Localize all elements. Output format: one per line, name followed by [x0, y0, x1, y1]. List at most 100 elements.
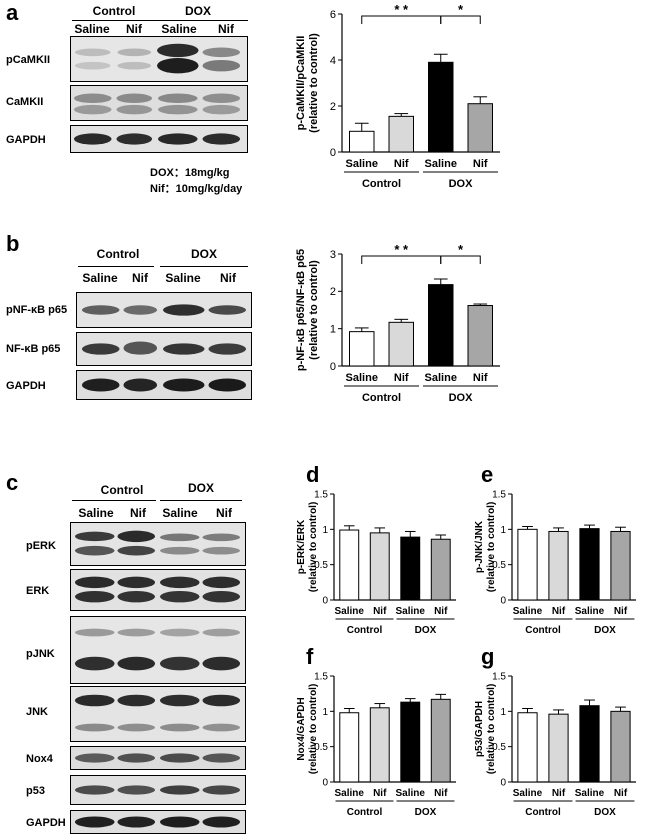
- blot-image: [76, 292, 252, 328]
- group-label: Control: [362, 178, 401, 190]
- y-tick-label: 1.5: [492, 490, 506, 501]
- group-label-dox: DOX: [190, 247, 217, 261]
- lane-label-saline: Saline: [74, 22, 110, 36]
- y-tick-label: 6: [330, 9, 336, 21]
- group-label: Control: [362, 392, 401, 404]
- y-tick-label: 0: [330, 147, 336, 159]
- bar: [369, 707, 390, 783]
- y-tick-label: 1.5: [492, 672, 506, 683]
- bar: [339, 712, 360, 783]
- x-tick-label: Saline: [425, 158, 457, 170]
- y-axis-label: p-NF-κB p65/NF-κB p65: [295, 249, 307, 371]
- group-label: DOX: [415, 807, 437, 818]
- x-tick-label: Nif: [373, 788, 387, 799]
- y-axis-label: p53/GAPDH: [474, 701, 485, 757]
- blot-row-label: pNF-κB p65: [6, 304, 68, 316]
- dose-note: DOX：18mg/kg Nif：10mg/kg/day: [150, 167, 243, 195]
- lane-label-nif: Nif: [130, 506, 146, 520]
- blot-image: [70, 85, 248, 121]
- y-tick-label: 1: [322, 707, 328, 718]
- group-header-line: [160, 500, 242, 501]
- y-axis-label-sub: (relative to control): [308, 502, 319, 593]
- x-tick-label: Nif: [394, 372, 409, 384]
- y-tick-label: 2: [330, 286, 336, 298]
- bar: [400, 536, 421, 601]
- panel-letter-g: g: [481, 644, 495, 669]
- blot-row-label: Nox4: [26, 753, 53, 765]
- y-tick-label: 1.5: [314, 490, 328, 501]
- bar: [517, 528, 538, 601]
- blot-row-label: GAPDH: [6, 134, 46, 146]
- group-label: Control: [525, 625, 561, 636]
- bar-chart-b: 0 1 2 3 p-NF-κB p65/NF-κB p65 (relative to co…: [295, 242, 500, 404]
- group-header-line: [160, 266, 248, 267]
- bar: [517, 712, 538, 783]
- group-label-dox: DOX: [187, 481, 214, 495]
- lane-label-nif: Nif: [220, 271, 236, 285]
- panel-letter-d: d: [306, 462, 320, 487]
- bar: [428, 61, 454, 153]
- bar: [339, 529, 360, 601]
- group-label: DOX: [594, 807, 616, 818]
- y-tick-label: 0: [330, 361, 336, 373]
- blot-row-label: GAPDH: [26, 817, 66, 829]
- blot-row-label: CaMKII: [6, 96, 44, 108]
- x-tick-label: Nif: [434, 788, 448, 799]
- bar: [467, 103, 493, 153]
- blot-image: [70, 686, 246, 742]
- x-tick-label: Saline: [575, 606, 605, 617]
- bar: [349, 331, 375, 367]
- blot-row-label: p53: [26, 785, 45, 797]
- bar: [428, 284, 454, 367]
- x-tick-label: Saline: [575, 788, 605, 799]
- x-tick-label: Saline: [513, 606, 543, 617]
- panel-letter-e: e: [481, 462, 494, 487]
- significance-bracket: [440, 15, 481, 24]
- y-tick-label: 2: [330, 101, 336, 113]
- bar: [548, 530, 569, 601]
- lane-label-nif: Nif: [216, 506, 232, 520]
- panel-letter-c: c: [6, 470, 19, 495]
- x-tick-label: Saline: [335, 606, 365, 617]
- x-tick-label: Saline: [335, 788, 365, 799]
- group-label-control: Control: [100, 483, 144, 497]
- significance-label: * *: [394, 242, 409, 257]
- lane-label-nif: Nif: [218, 22, 234, 36]
- significance-label: *: [458, 242, 464, 257]
- bar-chart-f: 0 0.5 1 1.5 Nox4/GAPDH (relative to control) S…: [296, 672, 456, 818]
- bar: [400, 701, 421, 783]
- y-tick-label: 0.5: [314, 560, 328, 571]
- x-tick-label: Nif: [373, 606, 387, 617]
- bar: [388, 321, 414, 367]
- blot-image: [70, 616, 246, 684]
- y-tick-label: 1: [500, 525, 506, 536]
- y-tick-label: 0.5: [314, 742, 328, 753]
- bar: [579, 528, 600, 601]
- lane-label-nif: Nif: [132, 271, 148, 285]
- bar: [430, 698, 451, 783]
- y-axis-label: Nox4/GAPDH: [296, 697, 307, 760]
- group-label-control: Control: [92, 4, 136, 18]
- blot-row-label: pJNK: [26, 648, 55, 660]
- x-tick-label: Nif: [394, 158, 409, 170]
- group-label: DOX: [415, 625, 437, 636]
- group-header-line: [72, 500, 156, 501]
- lane-label-saline: Saline: [78, 506, 114, 520]
- significance-label: *: [458, 2, 464, 17]
- bar: [430, 538, 451, 601]
- bar: [388, 115, 414, 153]
- group-label: DOX: [594, 625, 616, 636]
- group-label: Control: [347, 807, 383, 818]
- bar-chart-a: 0 2 4 6 p-CaMKII/pCaMKII (relative to control…: [295, 2, 500, 190]
- group-label-control: Control: [96, 247, 140, 261]
- bar: [467, 305, 493, 367]
- x-tick-label: Nif: [552, 606, 566, 617]
- x-tick-label: Saline: [346, 372, 378, 384]
- blot-image: [70, 810, 246, 834]
- blot-image: [70, 746, 246, 770]
- bar: [349, 130, 375, 153]
- y-axis-label-sub: (relative to control): [308, 260, 320, 360]
- y-axis-label-sub: (relative to control): [486, 684, 497, 775]
- significance-bracket: [440, 255, 481, 264]
- bar: [369, 532, 390, 601]
